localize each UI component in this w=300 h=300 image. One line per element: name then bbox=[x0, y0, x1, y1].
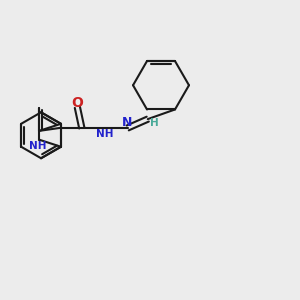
Text: O: O bbox=[71, 96, 83, 110]
Text: H: H bbox=[150, 118, 159, 128]
Text: NH: NH bbox=[96, 129, 113, 140]
Text: NH: NH bbox=[29, 141, 46, 151]
Text: N: N bbox=[122, 116, 132, 129]
